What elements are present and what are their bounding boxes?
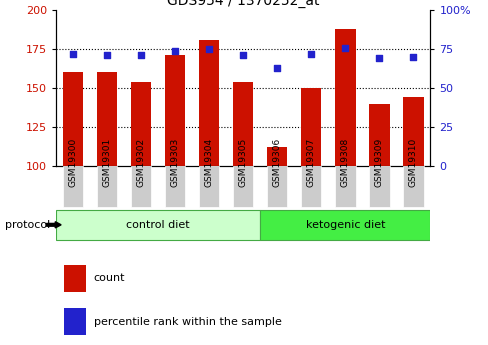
Bar [301, 88, 321, 166]
Point [171, 48, 179, 53]
FancyBboxPatch shape [199, 166, 219, 207]
FancyBboxPatch shape [131, 166, 151, 207]
Point [273, 65, 281, 71]
Bar [63, 265, 86, 292]
Point [375, 56, 383, 61]
Text: GSM19305: GSM19305 [238, 138, 247, 187]
Text: GSM19303: GSM19303 [170, 138, 180, 187]
Bar [165, 55, 185, 166]
Point [103, 52, 111, 58]
Text: GSM19307: GSM19307 [306, 138, 315, 187]
Bar [199, 40, 219, 166]
Point [137, 52, 145, 58]
Point [239, 52, 246, 58]
Text: protocol: protocol [5, 220, 50, 230]
FancyBboxPatch shape [368, 166, 389, 207]
Bar [97, 72, 117, 166]
Bar [402, 97, 423, 166]
FancyBboxPatch shape [260, 210, 429, 240]
FancyBboxPatch shape [266, 166, 287, 207]
Text: GSM19306: GSM19306 [272, 138, 281, 187]
FancyBboxPatch shape [165, 166, 185, 207]
FancyBboxPatch shape [97, 166, 117, 207]
FancyBboxPatch shape [402, 166, 423, 207]
Text: ketogenic diet: ketogenic diet [305, 220, 384, 230]
FancyBboxPatch shape [334, 166, 355, 207]
Text: GSM19302: GSM19302 [137, 138, 145, 187]
Bar [334, 29, 355, 166]
Text: GSM19301: GSM19301 [102, 138, 112, 187]
Bar [233, 82, 253, 166]
Point [341, 45, 348, 50]
Point [408, 54, 416, 60]
Text: GSM19310: GSM19310 [408, 138, 417, 187]
Bar [63, 308, 86, 335]
FancyBboxPatch shape [63, 166, 83, 207]
Point [69, 51, 77, 57]
Bar [368, 104, 389, 166]
Text: count: count [94, 273, 125, 283]
Text: GSM19309: GSM19309 [374, 138, 383, 187]
Text: percentile rank within the sample: percentile rank within the sample [94, 317, 281, 327]
Bar [266, 147, 287, 166]
FancyBboxPatch shape [56, 210, 260, 240]
Point [205, 47, 213, 52]
Text: control diet: control diet [126, 220, 190, 230]
Title: GDS954 / 1370252_at: GDS954 / 1370252_at [167, 0, 319, 8]
Point [307, 51, 315, 57]
FancyBboxPatch shape [301, 166, 321, 207]
Text: GSM19300: GSM19300 [69, 138, 78, 187]
FancyBboxPatch shape [233, 166, 253, 207]
Text: GSM19304: GSM19304 [204, 138, 213, 187]
Bar [131, 82, 151, 166]
Bar [63, 72, 83, 166]
Text: GSM19308: GSM19308 [340, 138, 349, 187]
